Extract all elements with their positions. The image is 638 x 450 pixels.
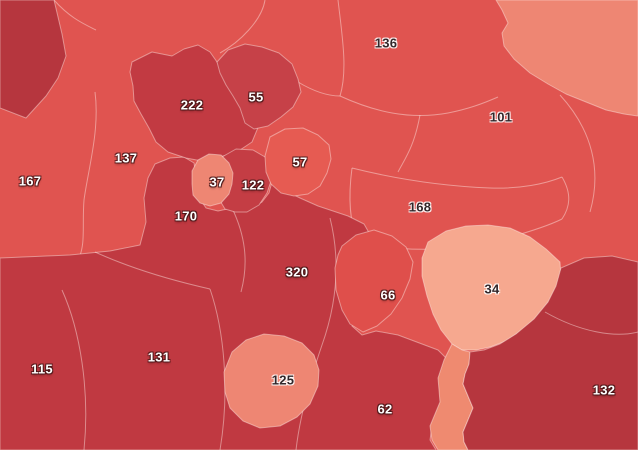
region-125[interactable] — [223, 333, 320, 429]
region-37[interactable] — [191, 153, 234, 207]
region-top-left[interactable] — [0, 0, 67, 119]
region-132[interactable] — [462, 255, 638, 450]
region-57[interactable] — [264, 127, 332, 197]
region-222[interactable] — [129, 44, 260, 162]
region-66[interactable] — [334, 229, 414, 333]
region-55[interactable] — [216, 43, 302, 130]
region-top-right[interactable] — [495, 0, 638, 117]
